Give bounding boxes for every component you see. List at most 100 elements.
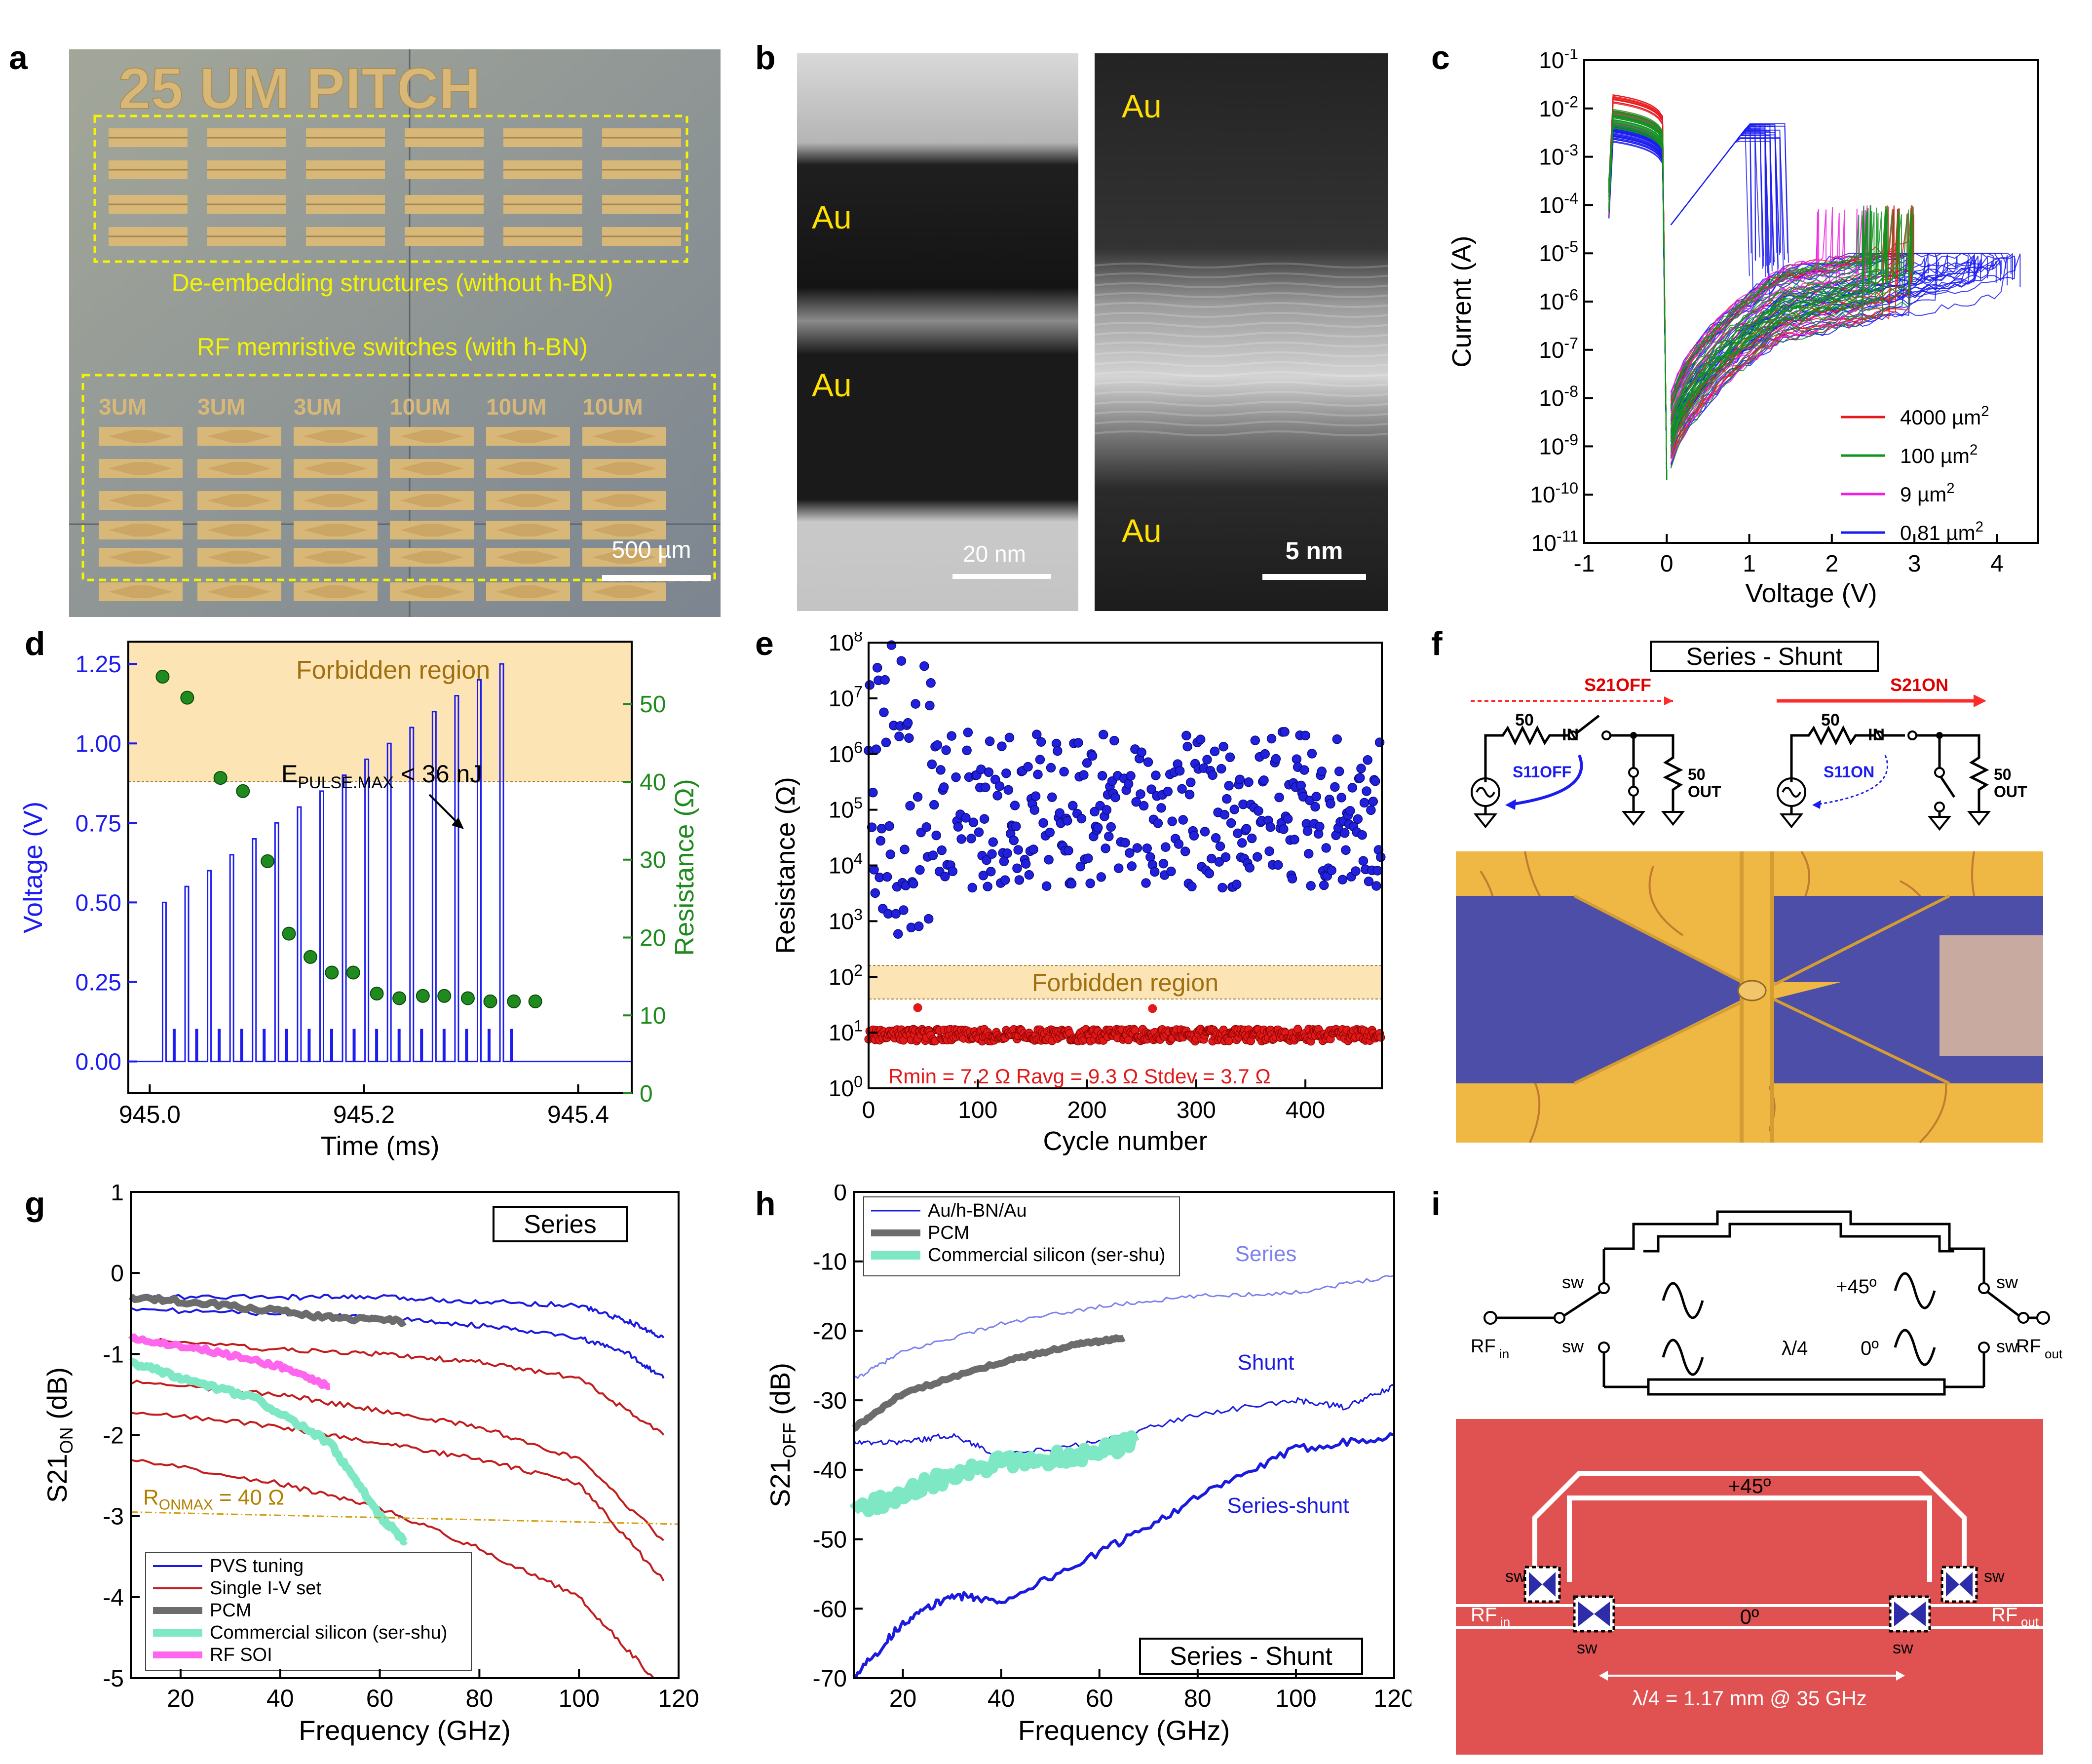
hrs-point (1202, 755, 1212, 765)
iv-positive-reset (1670, 138, 1781, 253)
hrs-point (1355, 773, 1365, 783)
forbidden-label: Forbidden region (296, 656, 490, 685)
resistance-point (155, 669, 170, 684)
hrs-point (1046, 763, 1056, 773)
hrs-point (1151, 770, 1161, 780)
hrs-point (1045, 827, 1055, 838)
lrs-outlier (1148, 1004, 1157, 1013)
hrs-point (926, 678, 936, 688)
legend-label: 100 µm2 (1900, 442, 1978, 467)
col-label: 3UM (197, 394, 245, 420)
panel-i-sw2: sw (1562, 1336, 1584, 1356)
hrs-point (1319, 880, 1329, 890)
panel-i-sw1-block (1523, 1566, 1561, 1603)
lrs-point (1376, 1033, 1385, 1042)
panel-c-xlabel: Voltage (V) (1745, 578, 1877, 608)
deembed-structure (207, 195, 286, 214)
panel-f-svg: Series - Shunt S21OFF 50 IN 50 OUT (1456, 641, 2043, 1144)
panel-i-phase-shifter: sw sw sw sw RF in RF out +45º λ/4 0º (1456, 1194, 2083, 1757)
panel-label-i: i (1431, 1185, 1441, 1223)
hrs-point (1158, 859, 1169, 869)
hrs-point (1123, 779, 1134, 789)
hrs-point (1174, 839, 1184, 849)
hrs-point (1210, 746, 1220, 757)
panel-f-s11off: S11OFF (1513, 763, 1571, 781)
hrs-point (1189, 831, 1199, 841)
panel-h-frame (853, 1191, 1395, 1679)
hrs-point (1250, 735, 1260, 745)
y-right-tick-label: 0 (640, 1081, 653, 1107)
hrs-point (937, 845, 947, 855)
deembed-structure (602, 160, 681, 179)
rf-switch (99, 582, 183, 601)
rf-switch-taper (592, 430, 656, 443)
hrs-point (981, 782, 990, 793)
iv-reset-curve (1608, 124, 1668, 480)
rf-switch (197, 427, 281, 446)
iv-set-curve (1670, 205, 1912, 400)
iv-reset-curve (1608, 133, 1668, 480)
hrs-point (956, 834, 966, 844)
iv-reset-curve (1608, 97, 1668, 480)
iv-set-curve (1670, 256, 1907, 457)
x-tick-label: 20 (167, 1685, 194, 1712)
panel-a-box1-caption: De-embedding structures (without h-BN) (172, 269, 613, 297)
hrs-point (1136, 789, 1145, 799)
panel-i-layout-plus45: +45º (1728, 1474, 1771, 1497)
iv-reset-curve (1608, 127, 1668, 480)
iv-reset-curve (1608, 115, 1668, 480)
hrs-point (1340, 828, 1350, 838)
panel-label-c: c (1431, 39, 1450, 77)
iv-reset-curve (1608, 111, 1668, 480)
rf-switch (390, 459, 474, 478)
hrs-point (1028, 844, 1038, 854)
hrs-point (1351, 866, 1361, 876)
panel-label-h: h (755, 1185, 776, 1223)
hrs-point (867, 822, 877, 832)
x-tick-label: 120 (1373, 1685, 1411, 1712)
hrs-point (1010, 801, 1020, 810)
resistance-point (507, 994, 521, 1008)
hrs-point (1222, 794, 1232, 804)
rf-switch-taper (400, 524, 464, 537)
panel-i-plus45: +45º (1836, 1276, 1877, 1298)
iv-reset-curve (1608, 122, 1668, 480)
iv-set-curve (1670, 213, 1879, 431)
y-tick-label: 10-11 (1531, 528, 1578, 556)
iv-set-curve (1670, 205, 1888, 437)
panel-h-s21off-chart: Series Shunt Series-shunt Au/h-BN/Au PCM Comm… (755, 1180, 1415, 1762)
hrs-point (1376, 852, 1386, 862)
rf-switch (99, 521, 183, 539)
rf-switch-taper (207, 551, 271, 564)
hrs-point (1231, 880, 1242, 889)
panel-g-xlabel: Frequency (GHz) (299, 1715, 510, 1746)
hrs-point (1137, 747, 1146, 757)
hrs-point (1024, 870, 1034, 880)
s21off-series (849, 1430, 1140, 1517)
iv-reset-curve (1608, 121, 1668, 480)
iv-set-curve (1670, 212, 1913, 452)
hrs-point (1195, 734, 1206, 744)
iv-reset-curve (1608, 124, 1668, 480)
iv-set-curve (1670, 214, 1860, 410)
hrs-point (1055, 808, 1065, 818)
y-tick-label: 104 (829, 850, 863, 878)
hrs-point (1113, 863, 1124, 873)
panel-h-ylabel: S21OFF (dB) (764, 1363, 799, 1507)
iv-reset-curve (1608, 115, 1668, 480)
iv-reset-curve (1608, 134, 1668, 480)
hrs-point (1332, 734, 1342, 744)
panel-e-cycling-chart: Forbidden region 0 100 200 300 400 100 101 102 10… (755, 627, 1397, 1180)
hrs-point (1090, 806, 1100, 817)
series-shunt-box (1139, 1638, 1363, 1675)
legend-label: PCM (928, 1223, 969, 1243)
hrs-point (1224, 781, 1234, 791)
x-tick-label: 100 (558, 1685, 599, 1712)
hrs-point (869, 865, 879, 875)
hrs-point (1292, 754, 1302, 764)
hrs-point (1241, 824, 1252, 834)
iv-reset-curve (1608, 115, 1668, 480)
iv-set-curve (1670, 210, 1864, 452)
deembed-structure (109, 195, 188, 214)
x-tick-label: 120 (658, 1685, 699, 1712)
